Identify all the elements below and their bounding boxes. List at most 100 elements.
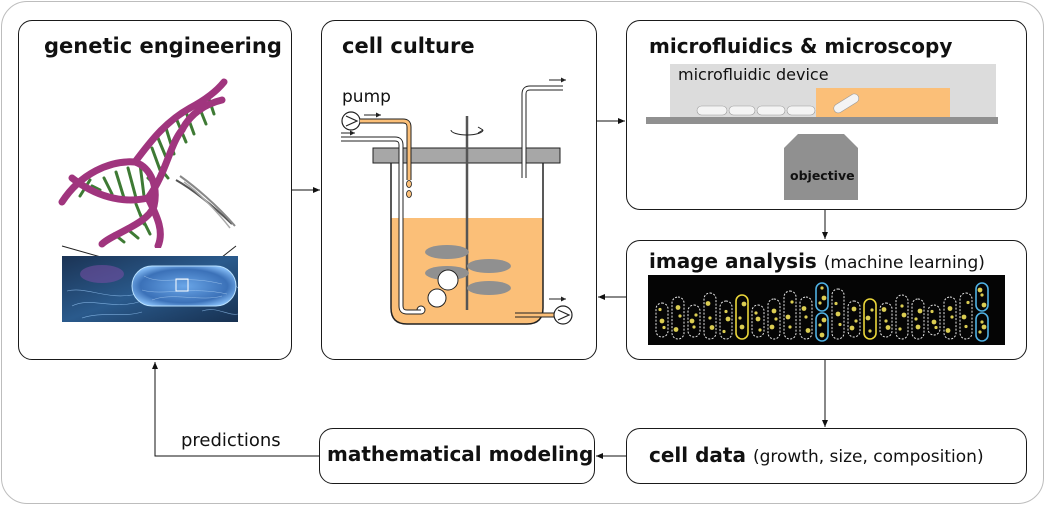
image-analysis-label: image analysis	[649, 249, 817, 273]
fluorescent-spot	[689, 318, 695, 324]
dna-base-pair	[150, 146, 162, 172]
pump-label: pump	[342, 87, 391, 107]
fluorescent-spot	[961, 314, 967, 320]
fluorescent-spot	[977, 287, 983, 293]
fluorescent-spot	[851, 306, 857, 312]
fluorescent-spot	[819, 332, 825, 338]
segmented-cell	[815, 312, 829, 342]
cell-data-title: cell data (growth, size, composition)	[649, 443, 984, 467]
segmented-cell	[911, 298, 925, 340]
fluorescent-spot	[980, 293, 984, 297]
dna-base-pair	[114, 170, 126, 200]
segmented-cell	[879, 302, 893, 338]
segmented-cell	[815, 282, 829, 312]
segmented-cell	[687, 304, 701, 338]
fluorescent-spot	[885, 325, 891, 330]
segmented-cell	[703, 292, 717, 340]
segmented-cell	[959, 292, 973, 340]
segmented-cell	[751, 304, 765, 338]
fluorescent-spot	[818, 323, 822, 327]
image-analysis-subtitle: (machine learning)	[823, 253, 985, 273]
fluorescent-spot	[950, 315, 954, 319]
fluorescent-spot	[694, 313, 698, 317]
cell-data-label: cell data	[649, 443, 746, 467]
fluorescent-spot	[881, 307, 887, 312]
fluorescent-spot	[705, 301, 711, 306]
fluorescent-spot	[818, 301, 822, 305]
modeling-box	[319, 428, 595, 484]
segmented-cell	[671, 296, 685, 340]
fluorescent-spot	[870, 308, 874, 312]
dna-base-pair	[90, 184, 102, 192]
segmented-cell	[783, 290, 797, 340]
fluorescent-spot	[821, 317, 827, 323]
fluorescent-spot	[868, 329, 872, 333]
segmented-cell	[719, 300, 733, 340]
segmented-cell	[831, 288, 845, 340]
fluorescent-spot	[662, 325, 666, 330]
fluorescent-spot	[790, 300, 794, 304]
fluorescent-spot	[947, 306, 953, 311]
fluorescent-spot	[758, 328, 762, 332]
fluorescent-spot	[901, 312, 907, 318]
segmented-cell	[895, 294, 909, 340]
dna-illustration	[58, 78, 236, 248]
fluorescent-spot	[769, 324, 775, 330]
arrow-predictions	[152, 362, 319, 457]
fluorescent-spot	[659, 318, 665, 324]
fluorescent-spot	[804, 315, 808, 319]
microfluidics-title: microfluidics & microscopy	[649, 34, 953, 58]
fluorescent-spot	[917, 308, 923, 314]
fluorescent-spot	[724, 309, 728, 314]
fluorescent-spot	[785, 314, 791, 320]
cell-data-box	[626, 428, 1027, 484]
fluorescent-spot	[673, 327, 679, 332]
fluorescent-spot	[741, 301, 747, 307]
fluorescent-spot	[930, 309, 934, 314]
fluorescent-spot	[900, 304, 904, 308]
fluorescent-spot	[801, 306, 807, 311]
fluorescent-spot	[754, 311, 758, 315]
segmented-cell	[799, 296, 813, 340]
fluorescent-spot	[722, 329, 726, 334]
fluorescent-spot	[854, 319, 858, 323]
fluorescent-spot	[838, 322, 842, 327]
fluorescent-spot	[835, 311, 841, 317]
segmented-cell	[927, 304, 941, 336]
fluorescent-spot	[725, 316, 731, 322]
fluorescent-spot	[675, 305, 681, 310]
segmented-cell	[975, 282, 989, 312]
fluorescent-spot	[981, 302, 987, 308]
cell-data-subtitle: (growth, size, composition)	[752, 447, 984, 467]
bacterium-image	[62, 256, 238, 322]
fluorescent-spot	[849, 325, 855, 331]
fluorescent-spot	[834, 301, 838, 306]
microfluidic-setup	[646, 64, 998, 200]
fluorescent-spot	[709, 325, 715, 330]
segmented-cell	[943, 296, 957, 340]
segmented-cells-image	[648, 275, 1005, 345]
fluorescent-spot	[658, 307, 662, 312]
fluorescent-spot	[774, 317, 778, 321]
image-analysis-title: image analysis (machine learning)	[649, 249, 985, 273]
fluorescent-spot	[884, 319, 888, 323]
dna-base-pair	[102, 176, 114, 196]
segmented-cell	[767, 298, 781, 340]
fluorescent-spot	[914, 317, 918, 321]
objective-label: objective	[790, 168, 855, 183]
fluorescent-spot	[931, 319, 937, 325]
predictions-label: predictions	[181, 430, 281, 451]
fluorescent-spot	[966, 300, 970, 305]
fluorescent-spot	[708, 316, 712, 320]
segmented-cell	[863, 298, 877, 340]
fluorescent-spot	[755, 316, 761, 322]
dna-base-pair	[126, 166, 138, 200]
fluorescent-spot	[820, 286, 824, 290]
fluorescent-spot	[981, 324, 987, 330]
fluorescent-spot	[980, 320, 984, 324]
cell-culture-title: cell culture	[342, 34, 475, 58]
bioreactor-illustration	[341, 77, 573, 325]
fluorescent-spot	[915, 324, 921, 330]
